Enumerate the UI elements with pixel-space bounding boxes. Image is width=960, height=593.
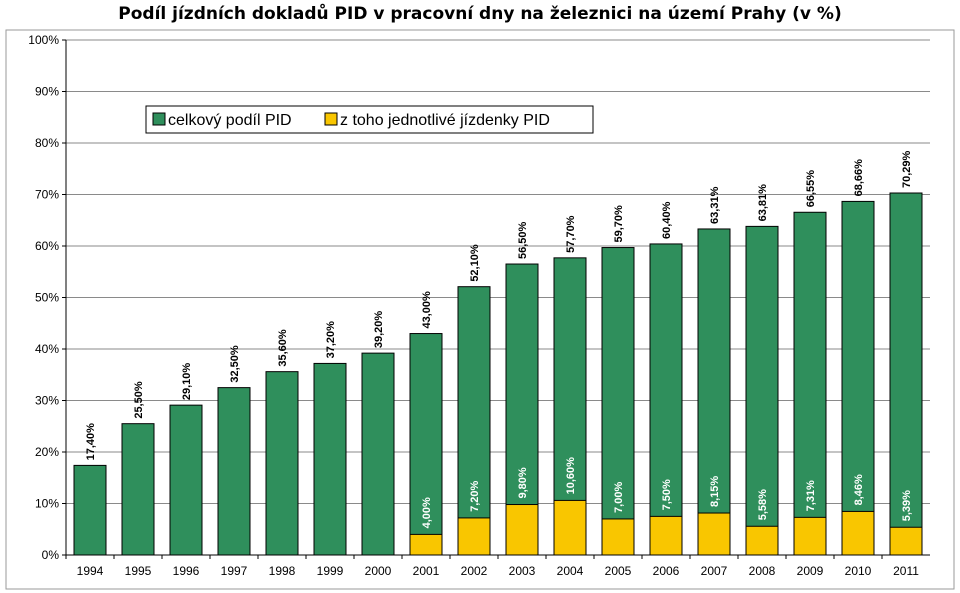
- bar-single: [457, 517, 491, 556]
- x-tick-label: 2001: [413, 564, 440, 578]
- gridlines: [66, 39, 930, 504]
- data-label-single: 8,15%: [709, 476, 721, 507]
- x-tick-label: 2007: [701, 564, 728, 578]
- bar-total: [601, 247, 635, 556]
- data-label-total: 43,00%: [421, 291, 433, 329]
- bars: [73, 192, 923, 556]
- data-label-total: 32,50%: [229, 345, 241, 383]
- bar-total: [889, 192, 923, 556]
- data-label-total: 35,60%: [277, 329, 289, 367]
- bar-single: [841, 510, 875, 556]
- bar-total: [841, 200, 875, 556]
- y-tick-label: 60%: [35, 239, 59, 253]
- bar-single: [505, 504, 539, 556]
- x-tick-label: 2010: [845, 564, 872, 578]
- x-tick-label: 2000: [365, 564, 392, 578]
- bar-total: [121, 423, 155, 556]
- x-tick-label: 1998: [269, 564, 296, 578]
- data-label-total: 63,81%: [757, 184, 769, 222]
- y-tick-label: 30%: [35, 394, 59, 408]
- bar-total: [649, 243, 683, 556]
- axes: 0% 10% 20% 30% 40% 50% 60% 70% 80% 90% 100% 1994 199…: [28, 33, 930, 578]
- x-tick-label: 1997: [221, 564, 248, 578]
- legend-box: [145, 105, 594, 134]
- bar-total: [169, 404, 203, 556]
- data-label-single: 5,39%: [901, 490, 913, 521]
- data-label-single: 5,58%: [757, 489, 769, 520]
- data-label-total: 39,20%: [373, 311, 385, 349]
- y-tick-label: 100%: [28, 33, 59, 47]
- data-label-total: 25,50%: [133, 381, 145, 419]
- legend: celkový podíl PID z toho jednotlivé jízd…: [145, 105, 594, 134]
- x-tick-label: 2003: [509, 564, 536, 578]
- data-label-single: 7,50%: [661, 479, 673, 510]
- bar-total: [73, 464, 107, 556]
- x-tick-label: 2011: [893, 564, 919, 578]
- data-label-single: 7,31%: [805, 480, 817, 511]
- data-label-total: 70,29%: [901, 150, 913, 188]
- data-label-total: 37,20%: [325, 321, 337, 359]
- y-tick-label: 40%: [35, 342, 59, 356]
- bar-single: [697, 512, 731, 556]
- bar-single: [553, 499, 587, 556]
- bar-single: [409, 533, 443, 556]
- bar-total: [217, 387, 251, 556]
- data-label-total: 63,31%: [709, 186, 721, 224]
- y-tick-label: 80%: [35, 136, 59, 150]
- chart-title: Podíl jízdních dokladů PID v pracovní dn…: [118, 4, 842, 24]
- data-label-total: 68,66%: [853, 159, 865, 197]
- y-tick-label: 20%: [35, 445, 59, 459]
- x-tick-label: 1995: [125, 564, 152, 578]
- y-tick-label: 0%: [42, 548, 60, 562]
- data-label-single: 8,46%: [853, 474, 865, 505]
- y-tick-label: 90%: [35, 85, 59, 99]
- x-tick-label: 2005: [605, 564, 632, 578]
- bar-total: [361, 352, 395, 556]
- data-label-total: 66,55%: [805, 170, 817, 208]
- data-label-single: 7,00%: [613, 482, 625, 513]
- x-tick-label: 1996: [173, 564, 200, 578]
- x-tick-label: 2006: [653, 564, 680, 578]
- data-label-single: 10,60%: [565, 457, 577, 495]
- legend-label-total: celkový podíl PID: [168, 112, 292, 129]
- bar-total: [313, 362, 347, 556]
- x-tick-label: 1999: [317, 564, 344, 578]
- bar-total: [457, 286, 491, 556]
- x-tick-label: 2008: [749, 564, 776, 578]
- data-label-single: 4,00%: [421, 497, 433, 528]
- data-label-total: 59,70%: [613, 205, 625, 243]
- data-label-total: 56,50%: [517, 221, 529, 259]
- legend-label-single: z toho jednotlivé jízdenky PID: [340, 112, 550, 129]
- x-tick-label: 2004: [557, 564, 584, 578]
- y-tick-label: 70%: [35, 188, 59, 202]
- bar-single: [745, 525, 779, 556]
- bar-total: [697, 228, 731, 556]
- legend-swatch-total: [152, 112, 166, 126]
- bar-total: [793, 211, 827, 556]
- x-tick-label: 2009: [797, 564, 824, 578]
- data-label-total: 60,40%: [661, 201, 673, 239]
- legend-swatch-single: [324, 112, 338, 126]
- bar-total: [745, 225, 779, 556]
- data-labels: 17,40% 25,50% 29,10% 32,50% 35,60% 37,20% 39,2…: [85, 150, 913, 528]
- data-label-total: 29,10%: [181, 363, 193, 401]
- bar-single: [601, 518, 635, 556]
- data-label-total: 57,70%: [565, 215, 577, 253]
- data-label-total: 17,40%: [85, 423, 97, 461]
- y-tick-label: 50%: [35, 291, 59, 305]
- data-label-single: 7,20%: [469, 481, 481, 512]
- bar-single: [649, 515, 683, 556]
- bar-total: [265, 371, 299, 556]
- data-label-single: 9,80%: [517, 467, 529, 498]
- x-tick-label: 2002: [461, 564, 488, 578]
- bar-single: [793, 516, 827, 556]
- data-label-total: 52,10%: [469, 244, 481, 282]
- bar-single: [889, 526, 923, 556]
- x-tick-label: 1994: [77, 564, 104, 578]
- y-tick-label: 10%: [35, 497, 59, 511]
